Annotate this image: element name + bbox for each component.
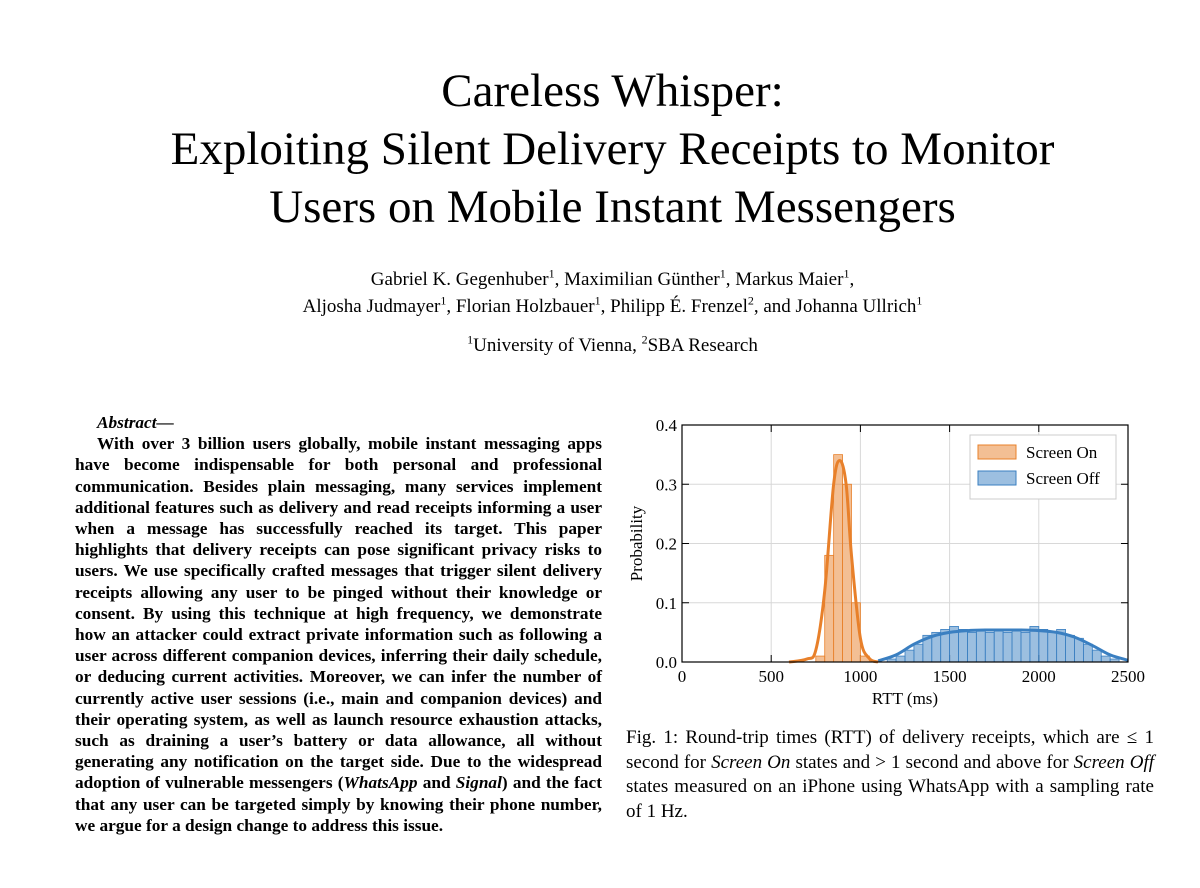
- caption-text: Screen On: [711, 751, 791, 773]
- author-name: Aljosha Judmayer: [302, 296, 441, 317]
- histogram-bar: [1038, 629, 1049, 663]
- abstract-text: and: [417, 773, 456, 793]
- histogram-bar: [1047, 631, 1058, 663]
- x-axis-label: RTT (ms): [872, 689, 938, 708]
- separator: ,: [446, 296, 456, 317]
- histogram-bar: [1091, 649, 1102, 663]
- histogram-bar: [967, 631, 977, 663]
- histogram-bar: [958, 629, 968, 663]
- abstract-text: ) and the fact that any user can be targ…: [75, 773, 602, 835]
- author-affil-mark: 2: [747, 293, 754, 308]
- caption-text: Screen Off: [1073, 751, 1155, 773]
- histogram-bar: [975, 629, 986, 663]
- abstract-text: Signal: [455, 773, 502, 793]
- abstract-body: With over 3 billion users globally, mobi…: [75, 433, 602, 836]
- separator: ,: [849, 269, 855, 290]
- histogram-bar: [1020, 631, 1031, 663]
- histogram-bar: [815, 655, 826, 663]
- density-curve: [788, 459, 879, 664]
- y-tick-label: 0.2: [656, 535, 677, 554]
- author-affil-mark: 1: [843, 266, 850, 281]
- x-tick-label: 1000: [843, 667, 877, 686]
- caption-text: Fig. 1: Round-trip times (RTT) of delive…: [626, 727, 1154, 773]
- separator: ,: [725, 269, 736, 290]
- histogram-bar: [1065, 634, 1075, 663]
- separator: ,: [632, 335, 642, 356]
- affil-mark: 2: [641, 332, 648, 347]
- authors: Gabriel K. Gegenhuber1, Maximilian Günth…: [0, 266, 1200, 320]
- x-tick-label: 0: [678, 667, 687, 686]
- paper-title: Careless Whisper: Exploiting Silent Deliv…: [0, 62, 1200, 236]
- axes-frame: [681, 424, 1129, 663]
- histogram-bar: [993, 629, 1004, 663]
- author-affil-mark: 1: [719, 266, 726, 281]
- affil-name: University of Vienna: [473, 335, 633, 356]
- x-tick-label: 500: [758, 667, 784, 686]
- y-tick-label: 0.3: [656, 475, 677, 494]
- y-tick-label: 0.4: [656, 416, 678, 435]
- author-name: Markus Maier: [735, 269, 844, 290]
- affiliations: 1University of Vienna, 2SBA Research: [0, 332, 1200, 357]
- author-affil-mark: 1: [440, 293, 447, 308]
- author-affil-mark: 1: [594, 293, 601, 308]
- abstract: Abstract— With over 3 billion users glob…: [75, 412, 602, 836]
- author-affil-mark: 1: [916, 293, 923, 308]
- y-tick-label: 0.1: [656, 594, 677, 613]
- histogram-bar: [1082, 643, 1093, 663]
- author-name: Philipp É. Frenzel: [610, 296, 748, 317]
- title-line: Exploiting Silent Delivery Receipts to M…: [170, 123, 1055, 175]
- author-name: Johanna Ullrich: [795, 296, 917, 317]
- author-name: Maximilian Günther: [564, 269, 720, 290]
- author-name: Gabriel K. Gegenhuber: [370, 269, 549, 290]
- caption-text: states measured on an iPhone using Whats…: [626, 776, 1154, 822]
- legend-swatch: [977, 470, 1017, 486]
- legend-label: Screen On: [1026, 443, 1098, 462]
- histogram-bar: [904, 649, 915, 663]
- histogram-bar: [1002, 631, 1013, 663]
- histogram-bar: [895, 655, 906, 663]
- legend-box: [969, 434, 1117, 500]
- chart: 0.0 0.1 0.2 0.3 0.4 0 500 1000 1500 2000 2500 RTT (…: [627, 416, 1145, 708]
- title-line: Users on Mobile Instant Messengers: [269, 181, 956, 233]
- caption-text: states and > 1 second and above for: [790, 751, 1074, 773]
- title-line: Careless Whisper:: [441, 65, 784, 117]
- histogram-bar: [984, 631, 995, 663]
- separator: ,: [554, 269, 565, 290]
- density-curve: [877, 628, 1129, 663]
- abstract-heading: Abstract—: [97, 413, 174, 432]
- y-tick-label: 0.0: [656, 653, 677, 672]
- separator: , and: [753, 296, 796, 317]
- x-tick-label: 2500: [1111, 667, 1145, 686]
- x-tick-label: 2000: [1022, 667, 1056, 686]
- histogram-bar: [913, 643, 924, 663]
- affil-mark: 1: [467, 332, 474, 347]
- affil-name: SBA Research: [647, 335, 758, 356]
- separator: ,: [600, 296, 611, 317]
- author-line: Gabriel K. Gegenhuber1, Maximilian Günth…: [0, 266, 1200, 293]
- figure-caption: Fig. 1: Round-trip times (RTT) of delive…: [626, 726, 1154, 824]
- legend-label: Screen Off: [1026, 469, 1100, 488]
- author-name: Florian Holzbauer: [455, 296, 595, 317]
- author-line: Aljosha Judmayer1, Florian Holzbauer1, P…: [0, 293, 1200, 320]
- histogram-bar: [1100, 655, 1111, 663]
- histogram-bar: [1011, 629, 1022, 663]
- author-affil-mark: 1: [548, 266, 555, 281]
- abstract-text: With over 3 billion users globally, mobi…: [75, 434, 602, 793]
- x-tick-label: 1500: [933, 667, 967, 686]
- legend-swatch: [977, 444, 1017, 460]
- abstract-text: WhatsApp: [343, 773, 418, 793]
- y-axis-label: Probability: [627, 505, 646, 581]
